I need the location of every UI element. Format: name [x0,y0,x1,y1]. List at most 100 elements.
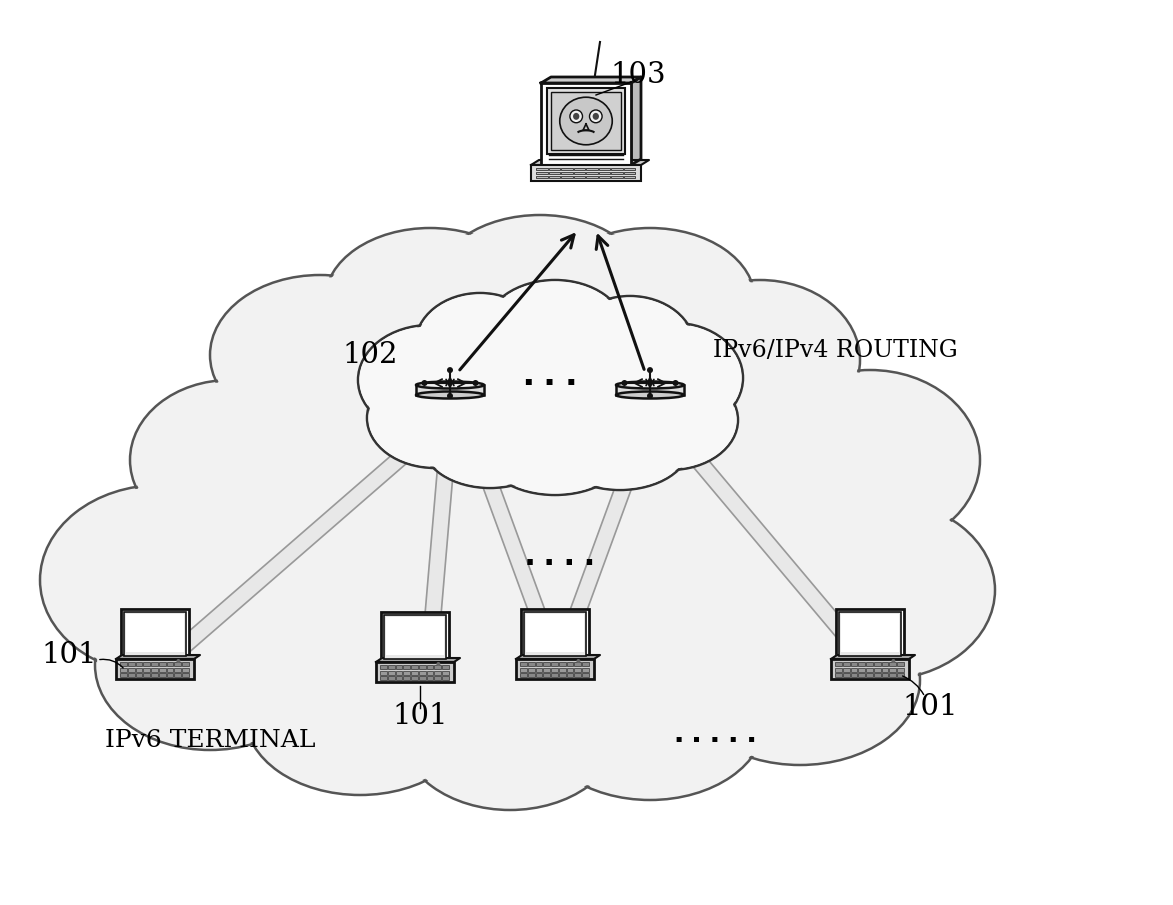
FancyBboxPatch shape [574,172,585,175]
FancyBboxPatch shape [551,673,558,677]
Ellipse shape [484,280,625,380]
Circle shape [176,659,181,663]
FancyBboxPatch shape [543,662,550,666]
FancyBboxPatch shape [434,665,441,669]
FancyBboxPatch shape [386,617,445,655]
FancyBboxPatch shape [850,662,857,666]
Ellipse shape [423,399,556,487]
Ellipse shape [402,652,618,808]
FancyBboxPatch shape [882,662,888,666]
FancyBboxPatch shape [850,668,857,672]
FancyBboxPatch shape [442,671,449,674]
FancyBboxPatch shape [541,83,631,165]
FancyBboxPatch shape [582,673,589,677]
Text: ....: .... [520,538,601,571]
Ellipse shape [210,275,430,435]
FancyBboxPatch shape [388,676,394,680]
Text: .....: ..... [669,719,761,748]
Ellipse shape [487,281,624,378]
FancyBboxPatch shape [536,172,548,175]
FancyBboxPatch shape [558,662,565,666]
FancyBboxPatch shape [866,662,873,666]
Ellipse shape [133,382,328,538]
Ellipse shape [415,293,545,397]
Circle shape [622,380,628,386]
FancyBboxPatch shape [380,676,387,680]
FancyBboxPatch shape [586,176,597,178]
FancyBboxPatch shape [411,665,418,669]
FancyBboxPatch shape [586,172,597,175]
FancyBboxPatch shape [551,668,558,672]
FancyBboxPatch shape [561,176,572,178]
FancyBboxPatch shape [182,673,189,677]
FancyBboxPatch shape [850,673,857,677]
Ellipse shape [133,347,928,783]
FancyBboxPatch shape [524,612,586,656]
Ellipse shape [416,382,484,388]
FancyBboxPatch shape [151,668,158,672]
FancyBboxPatch shape [388,665,394,669]
FancyBboxPatch shape [549,172,560,175]
FancyBboxPatch shape [526,614,584,652]
Circle shape [447,367,453,373]
Ellipse shape [438,217,643,353]
Polygon shape [416,385,484,395]
FancyBboxPatch shape [842,662,849,666]
FancyBboxPatch shape [543,668,550,672]
Polygon shape [178,409,455,653]
FancyBboxPatch shape [549,176,560,178]
FancyBboxPatch shape [624,176,635,178]
Ellipse shape [662,282,857,438]
FancyBboxPatch shape [520,662,527,666]
FancyBboxPatch shape [175,673,181,677]
FancyBboxPatch shape [182,662,189,666]
Ellipse shape [550,400,690,490]
Ellipse shape [422,398,558,488]
FancyBboxPatch shape [434,676,441,680]
Ellipse shape [616,382,684,388]
FancyBboxPatch shape [839,612,901,656]
Polygon shape [377,658,460,662]
Ellipse shape [327,230,533,370]
FancyBboxPatch shape [528,673,535,677]
FancyBboxPatch shape [151,673,158,677]
FancyBboxPatch shape [624,168,635,170]
FancyBboxPatch shape [427,671,434,674]
Ellipse shape [358,325,502,435]
FancyBboxPatch shape [874,662,881,666]
Ellipse shape [416,294,543,395]
FancyBboxPatch shape [835,662,842,666]
Ellipse shape [40,485,280,675]
FancyBboxPatch shape [381,612,449,662]
FancyBboxPatch shape [175,662,181,666]
FancyBboxPatch shape [842,673,849,677]
Text: 101: 101 [902,693,957,721]
FancyBboxPatch shape [411,676,418,680]
FancyBboxPatch shape [536,668,542,672]
Ellipse shape [603,371,737,469]
Ellipse shape [760,370,979,550]
FancyBboxPatch shape [536,168,548,170]
Ellipse shape [484,406,625,493]
FancyBboxPatch shape [158,668,165,672]
Ellipse shape [762,372,978,548]
FancyBboxPatch shape [419,676,426,680]
FancyBboxPatch shape [136,668,142,672]
FancyBboxPatch shape [835,668,842,672]
FancyBboxPatch shape [836,609,904,659]
Circle shape [436,662,440,666]
Ellipse shape [130,345,930,785]
FancyBboxPatch shape [830,659,909,679]
FancyBboxPatch shape [536,176,548,178]
Ellipse shape [130,380,330,540]
Circle shape [891,659,895,663]
FancyBboxPatch shape [841,614,899,652]
FancyBboxPatch shape [120,673,127,677]
FancyBboxPatch shape [561,172,572,175]
FancyBboxPatch shape [128,668,135,672]
Polygon shape [631,77,640,165]
FancyBboxPatch shape [411,671,418,674]
FancyBboxPatch shape [611,168,623,170]
FancyBboxPatch shape [151,662,158,666]
FancyBboxPatch shape [143,668,150,672]
